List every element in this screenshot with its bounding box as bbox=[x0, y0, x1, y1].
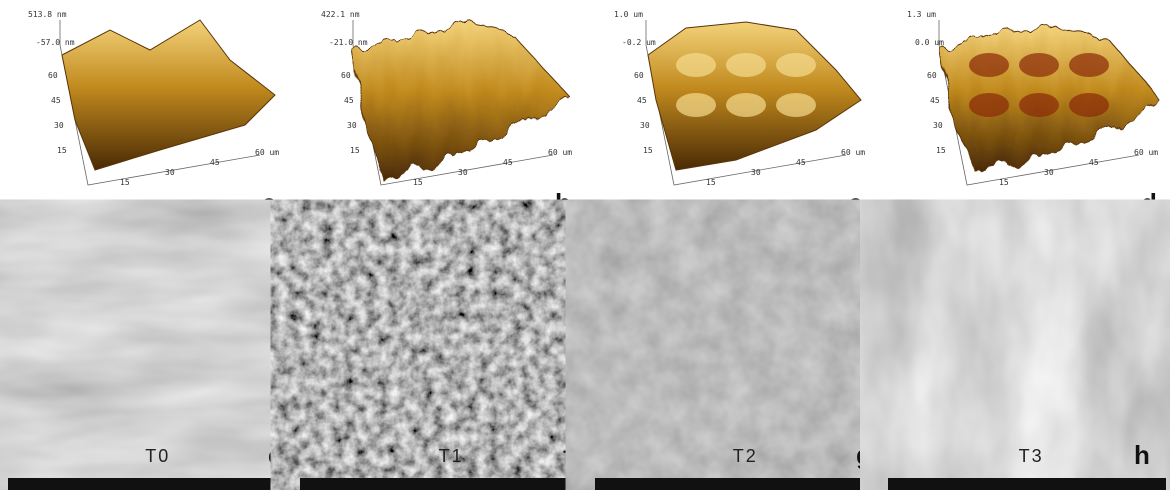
y-tick-label: 15 bbox=[57, 146, 67, 155]
x-tick-label: 60 um bbox=[255, 148, 279, 157]
x-tick-label: 30 bbox=[165, 168, 175, 177]
sem-panel: T1 f bbox=[300, 225, 595, 490]
sample-label: T1 bbox=[439, 446, 464, 466]
y-tick-label: 15 bbox=[643, 146, 653, 155]
afm-surface bbox=[353, 20, 568, 180]
sem-panel: T0 e bbox=[8, 225, 300, 490]
y-tick-label: 15 bbox=[936, 146, 946, 155]
x-tick-label: 45 bbox=[503, 158, 513, 167]
sem-info-bar bbox=[595, 478, 888, 490]
x-tick-label: 45 bbox=[796, 158, 806, 167]
surface-peak bbox=[776, 53, 816, 77]
x-tick-label: 15 bbox=[413, 178, 423, 187]
afm-surface bbox=[62, 20, 275, 170]
afm-panel: 1.3 um 0.0 um 60 45 30 15 15 30 45 60 um d bbox=[907, 10, 1159, 218]
x-tick-label: 45 bbox=[210, 158, 220, 167]
sem-image bbox=[300, 225, 595, 478]
x-tick-label: 45 bbox=[1089, 158, 1099, 167]
surface-peak bbox=[1069, 93, 1109, 117]
y-tick-label: 60 bbox=[634, 71, 644, 80]
surface-peak bbox=[969, 93, 1009, 117]
panel-letter: a bbox=[262, 188, 277, 218]
z-min-label: -0.2 um bbox=[622, 38, 656, 47]
sem-panel: T2 g bbox=[595, 225, 888, 490]
x-tick-label: 15 bbox=[120, 178, 130, 187]
surface-peak bbox=[1019, 53, 1059, 77]
sem-info-bar bbox=[300, 478, 595, 490]
sem-image bbox=[8, 225, 300, 478]
surface-peak bbox=[1069, 53, 1109, 77]
surface-peak bbox=[776, 93, 816, 117]
x-tick-label: 30 bbox=[751, 168, 761, 177]
afm-panel: 422.1 nm -21.0 nm 60 45 30 15 15 30 45 60 um b bbox=[321, 10, 572, 218]
z-min-label: 0.0 um bbox=[915, 38, 944, 47]
x-tick-label: 15 bbox=[706, 178, 716, 187]
panel-letter: b bbox=[555, 188, 571, 218]
x-tick-label: 30 bbox=[458, 168, 468, 177]
panel-letter: f bbox=[563, 440, 572, 470]
panel-letter: d bbox=[1141, 188, 1157, 218]
surface-peak bbox=[676, 53, 716, 77]
sample-label: T2 bbox=[733, 446, 758, 466]
panel-letter: g bbox=[856, 440, 872, 470]
sem-info-bar bbox=[8, 478, 300, 490]
z-max-label: 1.3 um bbox=[907, 10, 936, 19]
x-tick-label: 60 um bbox=[1134, 148, 1158, 157]
surface-peak bbox=[726, 53, 766, 77]
z-max-label: 1.0 um bbox=[614, 10, 643, 19]
y-tick-label: 30 bbox=[347, 121, 357, 130]
x-tick-label: 30 bbox=[1044, 168, 1054, 177]
surface-peak bbox=[676, 93, 716, 117]
y-tick-label: 60 bbox=[341, 71, 351, 80]
x-tick-label: 15 bbox=[999, 178, 1009, 187]
surface-peak bbox=[1019, 93, 1059, 117]
afm-panel: 513.8 nm -57.0 nm 60 45 30 15 15 30 45 60 um a bbox=[28, 10, 279, 218]
afm-panel: 1.0 um -0.2 um 60 45 30 15 15 30 45 60 um c bbox=[614, 10, 865, 218]
x-tick-label: 60 um bbox=[841, 148, 865, 157]
figure: 513.8 nm -57.0 nm 60 45 30 15 15 30 45 60 um a 422.… bbox=[0, 0, 1170, 490]
x-tick-label: 60 um bbox=[548, 148, 572, 157]
y-tick-label: 60 bbox=[927, 71, 937, 80]
y-tick-label: 30 bbox=[640, 121, 650, 130]
panel-letter: e bbox=[268, 440, 282, 470]
y-tick-label: 30 bbox=[54, 121, 64, 130]
surface-peak bbox=[726, 93, 766, 117]
sem-image bbox=[595, 225, 888, 478]
y-tick-label: 15 bbox=[350, 146, 360, 155]
y-tick-label: 45 bbox=[930, 96, 940, 105]
sem-image bbox=[888, 225, 1166, 478]
sem-info-bar bbox=[888, 478, 1166, 490]
sample-label: T0 bbox=[145, 446, 170, 466]
surface-peak bbox=[969, 53, 1009, 77]
z-min-label: -21.0 nm bbox=[329, 38, 368, 47]
panel-letter: c bbox=[848, 188, 862, 218]
z-max-label: 422.1 nm bbox=[321, 10, 360, 19]
sample-label: T3 bbox=[1019, 446, 1044, 466]
y-tick-label: 60 bbox=[48, 71, 58, 80]
panel-letter: h bbox=[1134, 440, 1150, 470]
y-tick-label: 45 bbox=[51, 96, 61, 105]
z-min-label: -57.0 nm bbox=[36, 38, 75, 47]
sem-panel: T3 h bbox=[888, 225, 1166, 490]
y-tick-label: 45 bbox=[637, 96, 647, 105]
y-tick-label: 45 bbox=[344, 96, 354, 105]
z-max-label: 513.8 nm bbox=[28, 10, 67, 19]
y-tick-label: 30 bbox=[933, 121, 943, 130]
